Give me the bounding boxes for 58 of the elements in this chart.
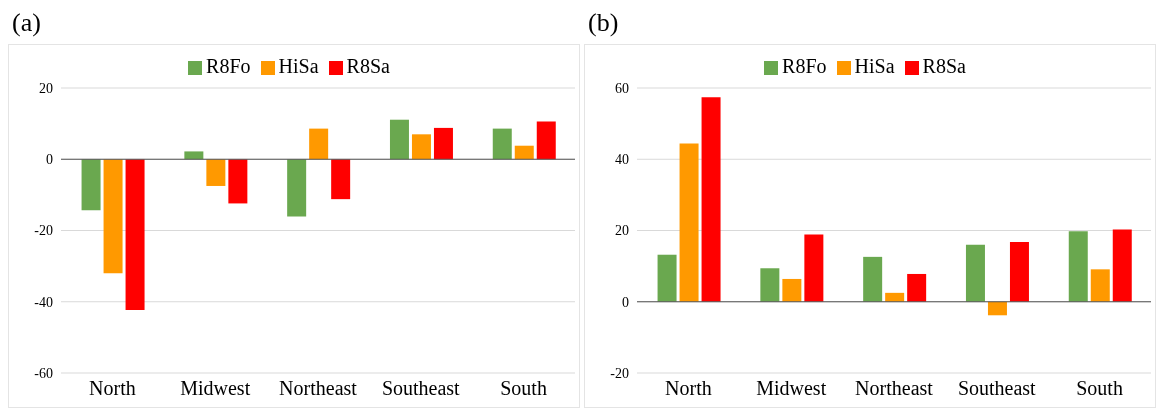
bar [782,278,802,302]
y-tick-label: 0 [46,152,53,168]
bar [309,128,329,160]
x-tick-label: North [89,377,136,400]
x-tick-label: North [665,377,712,400]
y-tick-label: -20 [610,365,629,381]
bar [701,97,721,302]
x-tick-label: South [1076,377,1123,400]
x-tick-label: Midwest [756,377,827,400]
x-tick-label: Southeast [957,377,1037,400]
bar [1068,231,1088,302]
bar [184,151,204,160]
chart-title: (a) [12,8,41,38]
bar [804,234,824,302]
legend-label: R8Sa [346,55,390,77]
bar [863,256,883,302]
x-tick-label: Midwest [180,377,251,400]
bar [657,254,677,302]
bar [1090,269,1110,302]
y-tick-label: 0 [622,294,629,310]
bar [1009,241,1029,302]
bar [411,134,431,160]
bar [81,159,101,211]
legend-label: R8Fo [206,55,251,77]
y-tick-label: 60 [615,80,629,96]
x-tick-label: Northeast [855,377,934,400]
legend-label: HiSa [278,55,319,77]
y-tick-label: 20 [39,80,53,96]
chart-title: (b) [588,8,619,38]
bar [514,145,534,160]
bar [679,143,699,302]
bar [907,273,927,302]
y-tick-label: -20 [34,223,53,239]
legend-label: R8Fo [782,55,827,77]
y-tick-label: -60 [34,365,53,381]
x-tick-label: South [500,377,547,400]
y-tick-label: 20 [615,223,629,239]
bar [760,268,780,302]
bar [433,127,453,160]
bar [965,244,985,302]
bar [389,119,409,160]
bar [492,128,512,160]
bar [987,301,1007,316]
legend-label: HiSa [854,55,895,77]
x-tick-label: Southeast [381,377,461,400]
y-tick-label: -40 [34,294,53,310]
bar [331,159,351,200]
bar [287,159,307,217]
legend-label: R8Sa [922,55,966,77]
bar [125,159,145,310]
bar [206,159,226,186]
bar [885,292,905,302]
x-tick-label: Northeast [279,377,358,400]
bar [1112,229,1132,302]
bar [228,159,248,204]
bar [103,159,123,274]
bar [536,121,556,160]
y-tick-label: 40 [615,152,629,168]
